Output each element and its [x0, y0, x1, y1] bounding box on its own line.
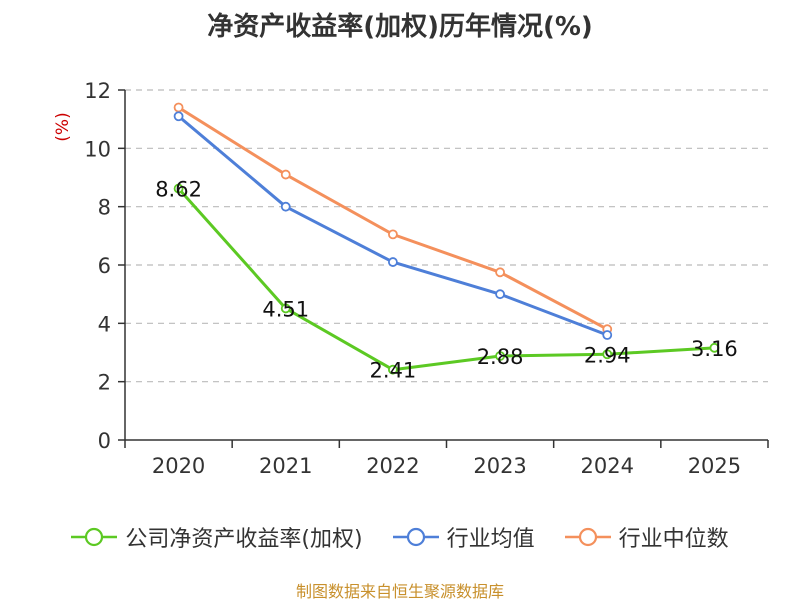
series-point-1 — [495, 289, 505, 300]
legend-label: 公司净资产收益率(加权) — [125, 527, 363, 552]
y-tick-label: 2 — [98, 371, 111, 395]
series-point-0 — [709, 342, 720, 353]
series-point-1 — [388, 257, 398, 267]
y-axis-label: (%) — [53, 112, 73, 141]
chart-title: 净资产收益率(加权)历年情况(%) — [207, 12, 593, 42]
source-note: 制图数据来自恒生聚源数据库 — [295, 582, 504, 601]
x-tick-label: 2020 — [152, 454, 205, 478]
legend-item-0[interactable]: 公司净资产收益率(加权) — [71, 521, 363, 553]
legend-item-2[interactable]: 行业中位数 — [564, 521, 729, 553]
x-tick-label: 2021 — [259, 454, 312, 478]
y-tick-label: 0 — [98, 429, 111, 453]
series-line-0 — [177, 187, 715, 372]
series-point-1 — [280, 201, 291, 212]
series-point-2 — [388, 229, 398, 240]
series-point-1 — [173, 111, 184, 122]
data-labels: 8.62 4.51 2.41 2.88 2.94 3.16 — [155, 178, 738, 383]
data-label: 2.88 — [477, 345, 524, 369]
series-point-0 — [388, 364, 398, 375]
x-tick-label: 2022 — [366, 454, 419, 478]
legend-label: 行业均值 — [446, 527, 535, 552]
axes: 0 2 4 6 8 10 12 (%) 2020 2021 2022 2023 2024 2025 — [53, 79, 769, 478]
data-label: 4.51 — [262, 297, 309, 321]
legend: 公司净资产收益率(加权) 行业均值 行业中位数 — [0, 520, 800, 554]
legend-swatch-icon — [392, 527, 439, 547]
y-tick-label: 8 — [98, 196, 111, 220]
y-tick-label: 4 — [98, 312, 111, 336]
series-lines — [173, 102, 720, 375]
legend-swatch-icon — [71, 527, 118, 547]
legend-swatch-icon — [564, 527, 611, 547]
data-label: 8.62 — [155, 178, 202, 202]
y-tick-label: 10 — [84, 137, 111, 161]
data-label: 2.94 — [584, 343, 631, 367]
line-chart: 0 2 4 6 8 10 12 (%) 2020 2021 2022 2023 2024 2025 8.6… — [53, 79, 769, 478]
series-point-0 — [602, 349, 613, 360]
y-tick-label: 6 — [98, 254, 111, 278]
legend-item-1[interactable]: 行业均值 — [392, 521, 535, 553]
series-point-0 — [280, 303, 291, 314]
legend-label: 行业中位数 — [618, 527, 729, 552]
series-point-2 — [495, 267, 505, 278]
data-label: 2.41 — [370, 359, 417, 383]
series-point-1 — [602, 330, 613, 340]
x-tick-label: 2025 — [688, 454, 741, 478]
data-label: 3.16 — [691, 337, 738, 361]
series-point-0 — [173, 183, 184, 194]
series-point-2 — [173, 102, 184, 113]
grid-lines — [125, 89, 768, 383]
series-line-2 — [177, 106, 608, 331]
y-tick-label: 12 — [84, 79, 111, 103]
x-tick-label: 2024 — [581, 454, 634, 478]
series-point-2 — [280, 169, 291, 180]
x-tick-label: 2023 — [473, 454, 526, 478]
series-point-0 — [495, 351, 505, 361]
